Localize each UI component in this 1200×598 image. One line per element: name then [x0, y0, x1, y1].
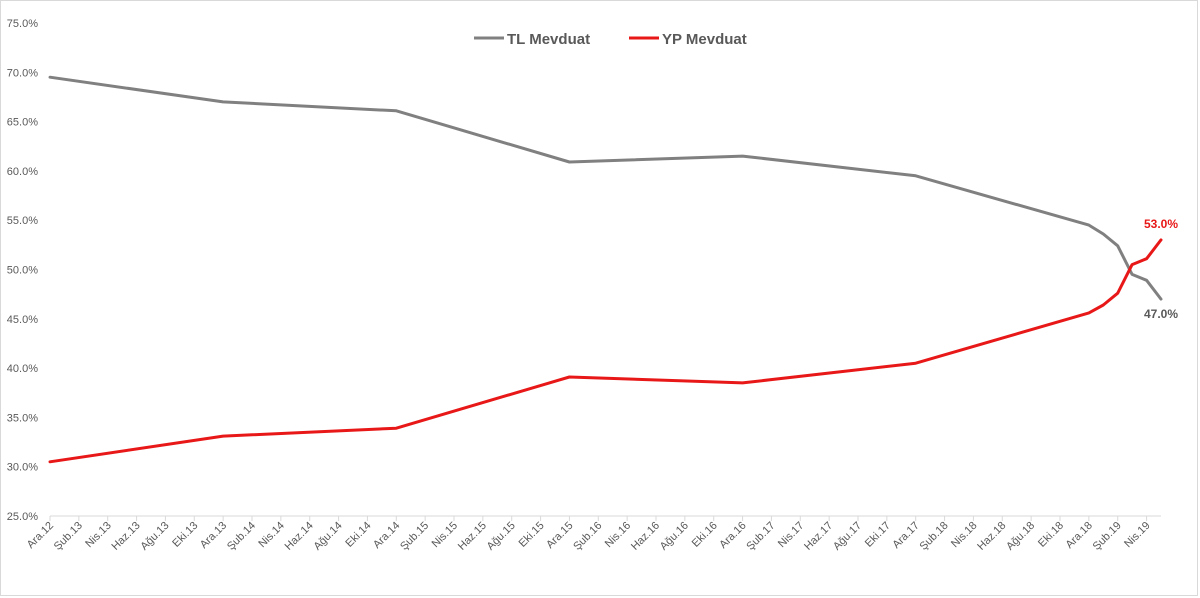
- y-tick-label: 45.0%: [7, 314, 38, 326]
- x-tick-label: Eki.18: [1036, 520, 1066, 550]
- x-tick-label: Şub.13: [52, 520, 85, 553]
- x-tick-label: Nis.15: [430, 520, 461, 551]
- series-line-yp-mevduat: [48, 238, 1163, 464]
- x-tick-label: Haz.18: [975, 520, 1008, 553]
- x-tick-label: Nis.16: [603, 520, 634, 551]
- x-tick-label: Eki.14: [343, 520, 373, 550]
- data-label: 47.0%: [1144, 307, 1178, 321]
- x-axis: Ara.12Şub.13Nis.13Haz.13Ağu.13Eki.13Ara.…: [25, 515, 1161, 553]
- x-tick-label: Ağu.14: [312, 520, 345, 553]
- data-label: 53.0%: [1144, 217, 1178, 231]
- x-tick-label: Şub.18: [918, 520, 951, 553]
- x-tick-label: Ağu.13: [138, 520, 171, 553]
- x-tick-label: Şub.16: [571, 520, 604, 553]
- x-tick-label: Eki.16: [690, 520, 720, 550]
- x-tick-label: Haz.16: [629, 520, 662, 553]
- y-tick-label: 40.0%: [7, 363, 38, 375]
- x-tick-label: Şub.14: [225, 520, 258, 553]
- x-tick-label: Haz.17: [802, 520, 835, 553]
- x-tick-label: Şub.19: [1091, 520, 1124, 553]
- x-tick-label: Ara.14: [371, 520, 402, 551]
- x-tick-label: Nis.18: [949, 520, 980, 551]
- x-tick-label: Ağu.15: [485, 520, 518, 553]
- x-tick-label: Haz.14: [283, 520, 316, 553]
- x-tick-label: Ara.12: [25, 520, 56, 551]
- x-tick-label: Ara.18: [1064, 520, 1095, 551]
- y-tick-label: 25.0%: [7, 511, 38, 523]
- legend: TL Mevduat YP Mevduat: [474, 31, 747, 48]
- x-tick-label: Ağu.18: [1004, 520, 1037, 553]
- x-tick-label: Nis.19: [1122, 520, 1153, 551]
- x-tick-label: Ağu.16: [658, 520, 691, 553]
- y-tick-label: 60.0%: [7, 166, 38, 178]
- x-tick-label: Ara.15: [544, 520, 575, 551]
- legend-label: TL Mevduat: [507, 31, 590, 48]
- legend-label: YP Mevduat: [662, 31, 747, 48]
- y-tick-label: 30.0%: [7, 462, 38, 474]
- x-tick-label: Eki.17: [863, 520, 893, 550]
- x-tick-label: Nis.17: [776, 520, 807, 551]
- x-tick-label: Şub.17: [744, 520, 777, 553]
- x-tick-label: Ara.17: [890, 520, 921, 551]
- x-tick-label: Haz.15: [456, 520, 489, 553]
- x-tick-label: Eki.15: [517, 520, 547, 550]
- x-tick-label: Nis.14: [256, 520, 287, 551]
- x-tick-label: Nis.13: [83, 520, 114, 551]
- y-tick-label: 50.0%: [7, 265, 38, 277]
- series-line-tl-mevduat: [48, 75, 1163, 301]
- x-tick-label: Ara.16: [717, 520, 748, 551]
- x-tick-label: Şub.15: [398, 520, 431, 553]
- end-labels: 47.0% 53.0%: [1144, 217, 1178, 321]
- x-tick-label: Haz.13: [110, 520, 143, 553]
- y-tick-label: 75.0%: [7, 18, 38, 30]
- y-tick-label: 55.0%: [7, 215, 38, 227]
- y-axis: 25.0% 30.0% 35.0% 40.0% 45.0% 50.0% 55.0% 60.0%…: [7, 18, 38, 523]
- y-tick-label: 35.0%: [7, 412, 38, 424]
- y-tick-label: 70.0%: [7, 67, 38, 79]
- x-tick-label: Ağu.17: [831, 520, 864, 553]
- x-tick-label: Eki.13: [170, 520, 200, 550]
- series-layer: [48, 75, 1163, 464]
- x-tick-label: Ara.13: [198, 520, 229, 551]
- y-tick-label: 65.0%: [7, 117, 38, 129]
